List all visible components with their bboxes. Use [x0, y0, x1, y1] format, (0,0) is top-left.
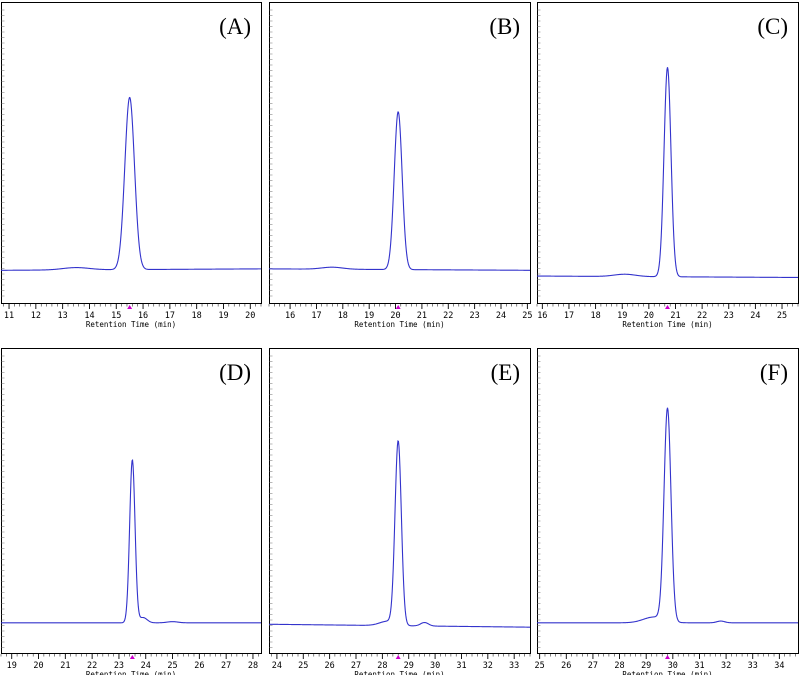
x-tick-label: 17: [564, 311, 574, 321]
x-tick-label: 20: [390, 311, 400, 321]
x-axis-title: Retention Time (min): [622, 670, 712, 675]
peak-marker-icon: [665, 305, 670, 309]
x-tick-label: 20: [245, 311, 255, 321]
x-tick-label: 25: [535, 661, 545, 671]
panel-label: (C): [757, 14, 788, 39]
x-tick-label: 26: [325, 661, 335, 671]
x-tick-label: 14: [84, 311, 94, 321]
x-tick-label: 21: [60, 661, 70, 671]
chromatogram-trace: [537, 67, 799, 279]
chart-panel: (C) 16 17 18 19 20 21 22 23 24 25 Retention Time (m…: [536, 2, 799, 329]
x-axis-title: Retention Time (min): [354, 320, 444, 329]
x-tick-label: 16: [537, 311, 547, 321]
panel-label: (D): [219, 360, 251, 385]
x-tick-label: 21: [670, 311, 680, 321]
x-tick-label: 27: [351, 661, 361, 671]
x-tick-label: 31: [456, 661, 466, 671]
x-axis-title: Retention Time (min): [86, 670, 176, 675]
x-tick-label: 26: [561, 661, 571, 671]
x-tick-label: 22: [87, 661, 97, 671]
x-tick-label: 29: [641, 661, 651, 671]
panel-label: (B): [489, 14, 520, 39]
x-axis-title: Retention Time (min): [86, 320, 176, 329]
x-tick-label: 23: [470, 311, 480, 321]
panel-label: (F): [760, 360, 788, 385]
peak-marker-icon: [395, 655, 401, 659]
x-tick-label: 18: [192, 311, 202, 321]
chromatogram-trace: [537, 407, 798, 624]
x-tick-label: 30: [668, 661, 678, 671]
x-tick-label: 25: [777, 311, 787, 321]
x-tick-label: 33: [509, 661, 519, 671]
chart-panel: (E) 24 25 26 27 28 29 30 31 32 33 Retention Time (m…: [268, 348, 531, 675]
x-tick-label: 23: [114, 661, 124, 671]
x-tick-label: 28: [377, 661, 387, 671]
x-tick-label: 32: [721, 661, 731, 671]
chart-panel: (F) 25 26 27 28 29 30 31 32 33 34 Retention Time (m…: [535, 348, 799, 675]
chromatogram-trace: [1, 96, 261, 271]
x-tick-label: 22: [697, 311, 707, 321]
panel-frame: [1, 348, 262, 654]
chart-panel: (B) 16 17 18 19 20 21 22 23 24 25 Retention Time (m…: [268, 2, 532, 329]
chart-panel: (D) 19 20 21 22 23 24 25 26 27 28 Retention Time (m…: [0, 348, 262, 675]
panel-frame: [537, 2, 799, 304]
panel-label: (A): [219, 14, 251, 39]
x-tick-label: 30: [430, 661, 440, 671]
x-tick-label: 27: [221, 661, 231, 671]
x-tick-label: 19: [617, 311, 627, 321]
x-tick-label: 26: [194, 661, 204, 671]
x-tick-label: 19: [218, 311, 228, 321]
x-tick-label: 16: [285, 311, 295, 321]
x-tick-label: 28: [248, 661, 258, 671]
x-tick-label: 24: [496, 311, 506, 321]
x-tick-label: 17: [165, 311, 175, 321]
x-tick-label: 34: [774, 661, 784, 671]
x-tick-label: 32: [483, 661, 493, 671]
peak-marker-icon: [127, 305, 133, 309]
x-tick-label: 22: [443, 311, 453, 321]
x-tick-label: 16: [138, 311, 148, 321]
x-tick-label: 24: [272, 661, 282, 671]
x-tick-label: 18: [590, 311, 600, 321]
chromatogram-trace: [1, 458, 261, 624]
x-tick-label: 18: [338, 311, 348, 321]
x-tick-label: 20: [33, 661, 43, 671]
panel-frame: [537, 348, 799, 654]
x-axis-title: Retention Time (min): [354, 670, 444, 675]
peak-marker-icon: [395, 305, 401, 309]
x-tick-label: 24: [141, 661, 151, 671]
chart-panel: (A) 11 12 13 14 15 16 17 18 19 20 Retention Time (m…: [1, 2, 262, 329]
x-tick-label: 29: [404, 661, 414, 671]
x-tick-label: 13: [58, 311, 68, 321]
x-tick-label: 25: [167, 661, 177, 671]
x-tick-label: 25: [522, 311, 532, 321]
x-tick-label: 33: [748, 661, 758, 671]
x-tick-label: 19: [7, 661, 17, 671]
chromatogram-trace: [268, 440, 530, 628]
panel-frame: [1, 2, 262, 304]
x-tick-label: 24: [750, 311, 760, 321]
x-tick-label: 23: [724, 311, 734, 321]
panel-frame: [269, 348, 531, 654]
x-tick-label: 12: [31, 311, 41, 321]
x-axis-title: Retention Time (min): [622, 320, 712, 329]
panel-label: (E): [491, 360, 520, 385]
x-tick-label: 17: [311, 311, 321, 321]
peak-marker-icon: [129, 655, 135, 659]
x-tick-label: 28: [614, 661, 624, 671]
x-tick-label: 31: [694, 661, 704, 671]
panel-frame: [269, 2, 531, 304]
chromatogram-trace: [268, 111, 530, 271]
peak-marker-icon: [665, 655, 670, 659]
x-tick-label: 20: [644, 311, 654, 321]
x-tick-label: 21: [417, 311, 427, 321]
x-tick-label: 15: [111, 311, 121, 321]
x-tick-label: 25: [298, 661, 308, 671]
x-tick-label: 11: [4, 311, 14, 321]
x-tick-label: 27: [588, 661, 598, 671]
x-tick-label: 19: [364, 311, 374, 321]
